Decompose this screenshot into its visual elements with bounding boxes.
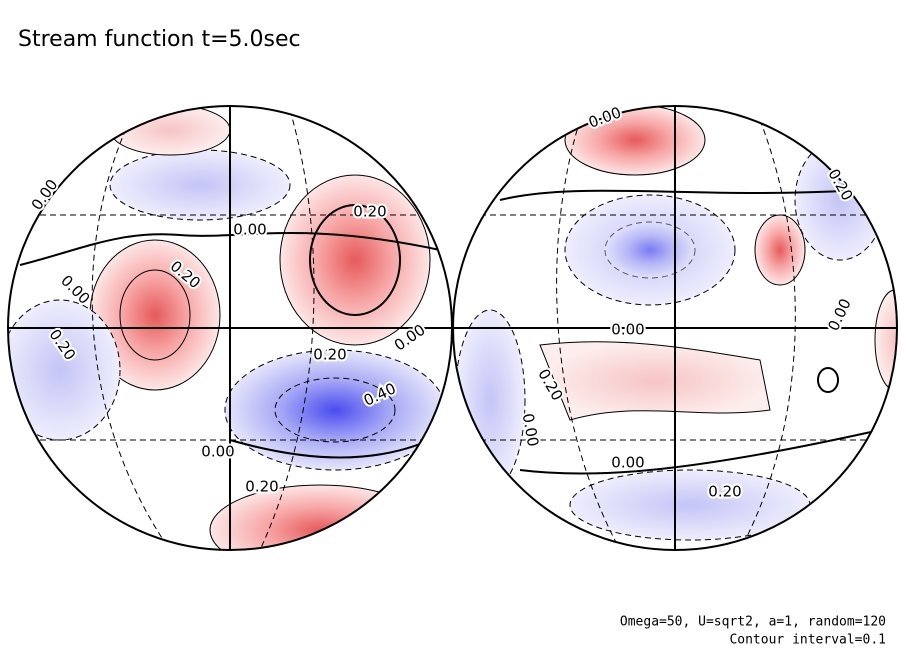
footer-line: Omega=50, U=sqrt2, a=1, random=120 — [620, 615, 886, 630]
right-globe-field — [454, 106, 897, 541]
contour-label: 0.00 — [611, 454, 644, 472]
footer-line: Contour interval=0.1 — [729, 633, 886, 648]
contour-label: 0.00 — [28, 176, 62, 214]
contour-label: 0.20 — [313, 346, 346, 364]
contour-label: 0.20 — [245, 478, 278, 496]
contour-label: 0.20 — [708, 483, 741, 501]
contour-label: 0.20 — [353, 203, 386, 221]
contour-label: 0.00 — [201, 443, 234, 461]
title: Stream function t=5.0sec — [18, 27, 301, 52]
contour-label: 0.00 — [519, 412, 543, 448]
contour-label: 0.00 — [233, 221, 266, 239]
graticule — [7, 105, 898, 551]
contour-label: 0.00 — [611, 321, 644, 339]
